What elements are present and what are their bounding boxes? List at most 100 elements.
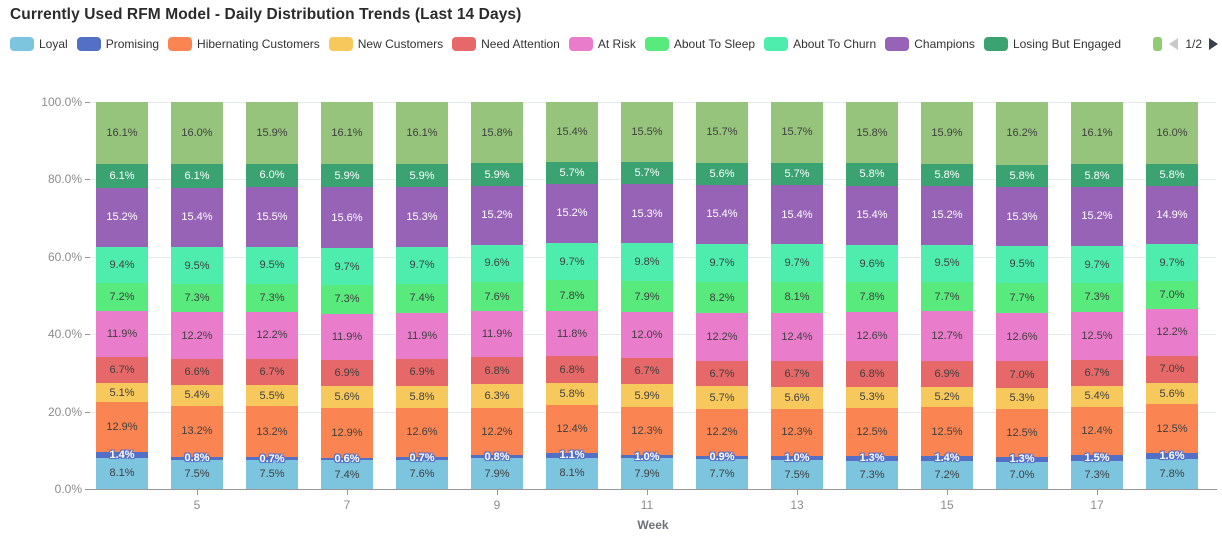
segment-losing-but-engaged[interactable]: 6.0%: [246, 163, 298, 187]
segment-promising[interactable]: 1.0%: [771, 452, 823, 464]
legend-item-loyal[interactable]: Loyal: [10, 37, 68, 51]
segment-hibernating-customers[interactable]: 12.5%: [1146, 404, 1198, 453]
segment-at-risk[interactable]: 12.2%: [1146, 308, 1198, 356]
segment-loyal[interactable]: 7.2%: [921, 461, 973, 489]
segment-loyal[interactable]: 7.5%: [171, 459, 223, 489]
segment-new-customers[interactable]: 5.8%: [546, 382, 598, 406]
legend-item-losing-but-engaged[interactable]: Losing But Engaged: [983, 37, 1121, 51]
segment-at-risk[interactable]: 12.2%: [246, 311, 298, 359]
segment-series-11[interactable]: 15.4%: [546, 102, 598, 162]
segment-new-customers[interactable]: 5.1%: [96, 382, 148, 403]
segment-champions[interactable]: 15.3%: [996, 187, 1048, 247]
segment-new-customers[interactable]: 5.6%: [771, 386, 823, 409]
segment-new-customers[interactable]: 5.5%: [246, 384, 298, 407]
segment-hibernating-customers[interactable]: 12.2%: [696, 408, 748, 456]
segment-losing-but-engaged[interactable]: 5.9%: [396, 164, 448, 188]
segment-series-11[interactable]: 15.8%: [471, 102, 523, 164]
segment-loyal[interactable]: 7.3%: [846, 460, 898, 489]
segment-at-risk[interactable]: 11.9%: [396, 312, 448, 359]
segment-need-attention[interactable]: 6.7%: [1071, 360, 1123, 386]
segment-losing-but-engaged[interactable]: 5.7%: [546, 161, 598, 184]
segment-new-customers[interactable]: 5.3%: [996, 388, 1048, 409]
segment-new-customers[interactable]: 5.2%: [921, 387, 973, 408]
segment-hibernating-customers[interactable]: 12.5%: [921, 407, 973, 456]
segment-hibernating-customers[interactable]: 12.3%: [621, 406, 673, 455]
segment-at-risk[interactable]: 11.9%: [471, 311, 523, 358]
segment-about-to-churn[interactable]: 9.6%: [471, 244, 523, 282]
legend-item-about-to-sleep[interactable]: About To Sleep: [644, 37, 755, 51]
segment-about-to-churn[interactable]: 9.7%: [696, 244, 748, 282]
segment-about-to-churn[interactable]: 9.5%: [171, 247, 223, 284]
segment-new-customers[interactable]: 5.3%: [846, 387, 898, 408]
legend-item-about-to-churn[interactable]: About To Churn: [764, 37, 876, 51]
legend-item-at-risk[interactable]: At Risk: [568, 37, 636, 51]
segment-champions[interactable]: 15.4%: [771, 184, 823, 245]
segment-need-attention[interactable]: 7.0%: [996, 361, 1048, 389]
segment-promising[interactable]: 1.4%: [96, 449, 148, 461]
segment-about-to-sleep[interactable]: 7.7%: [996, 282, 1048, 313]
segment-new-customers[interactable]: 5.7%: [696, 386, 748, 409]
segment-about-to-sleep[interactable]: 7.3%: [1071, 283, 1123, 312]
segment-losing-but-engaged[interactable]: 6.1%: [96, 164, 148, 188]
segment-need-attention[interactable]: 6.7%: [696, 360, 748, 387]
segment-loyal[interactable]: 8.1%: [96, 457, 148, 489]
segment-champions[interactable]: 15.4%: [846, 185, 898, 245]
segment-new-customers[interactable]: 5.4%: [171, 384, 223, 406]
segment-need-attention[interactable]: 6.7%: [771, 361, 823, 387]
legend-next-icon[interactable]: [1209, 38, 1218, 50]
segment-losing-but-engaged[interactable]: 5.8%: [1146, 163, 1198, 187]
segment-at-risk[interactable]: 11.9%: [96, 310, 148, 357]
segment-new-customers[interactable]: 5.8%: [396, 385, 448, 409]
segment-about-to-churn[interactable]: 9.8%: [621, 243, 673, 282]
legend-item-promising[interactable]: Promising: [76, 37, 159, 51]
segment-series-11[interactable]: 16.2%: [996, 102, 1048, 165]
segment-series-11[interactable]: 15.9%: [246, 102, 298, 164]
segment-losing-but-engaged[interactable]: 5.7%: [771, 162, 823, 185]
legend-prev-icon[interactable]: [1169, 38, 1179, 50]
segment-need-attention[interactable]: 7.0%: [1146, 355, 1198, 383]
segment-about-to-churn[interactable]: 9.7%: [396, 246, 448, 285]
segment-about-to-sleep[interactable]: 7.7%: [921, 281, 973, 312]
segment-about-to-sleep[interactable]: 7.0%: [1146, 281, 1198, 309]
segment-at-risk[interactable]: 11.8%: [546, 310, 598, 357]
segment-promising[interactable]: 0.9%: [696, 451, 748, 463]
segment-at-risk[interactable]: 11.9%: [321, 313, 373, 360]
segment-champions[interactable]: 15.6%: [321, 187, 373, 248]
segment-series-11[interactable]: 16.0%: [171, 102, 223, 164]
segment-hibernating-customers[interactable]: 12.9%: [96, 402, 148, 453]
segment-loyal[interactable]: 7.4%: [321, 460, 373, 489]
legend-item-new-customers[interactable]: New Customers: [328, 37, 443, 51]
segment-hibernating-customers[interactable]: 12.5%: [846, 407, 898, 456]
segment-about-to-sleep[interactable]: 7.8%: [546, 280, 598, 311]
segment-at-risk[interactable]: 12.0%: [621, 311, 673, 359]
segment-hibernating-customers[interactable]: 12.4%: [546, 405, 598, 454]
segment-loyal[interactable]: 7.9%: [471, 458, 523, 489]
segment-need-attention[interactable]: 6.9%: [921, 360, 973, 388]
segment-about-to-sleep[interactable]: 8.1%: [771, 281, 823, 314]
segment-about-to-sleep[interactable]: 7.8%: [846, 282, 898, 313]
segment-hibernating-customers[interactable]: 12.5%: [996, 408, 1048, 457]
legend-item-need-attention[interactable]: Need Attention: [452, 37, 560, 51]
segment-about-to-churn[interactable]: 9.7%: [1146, 243, 1198, 282]
segment-about-to-sleep[interactable]: 7.6%: [471, 282, 523, 312]
segment-about-to-sleep[interactable]: 8.2%: [696, 281, 748, 314]
segment-loyal[interactable]: 7.3%: [1071, 460, 1123, 489]
segment-champions[interactable]: 15.4%: [696, 184, 748, 245]
segment-losing-but-engaged[interactable]: 5.8%: [1071, 164, 1123, 187]
segment-hibernating-customers[interactable]: 13.2%: [246, 406, 298, 458]
segment-about-to-churn[interactable]: 9.7%: [771, 244, 823, 282]
segment-series-11[interactable]: 15.9%: [921, 102, 973, 164]
segment-at-risk[interactable]: 12.6%: [846, 312, 898, 361]
segment-about-to-sleep[interactable]: 7.3%: [321, 285, 373, 314]
segment-losing-but-engaged[interactable]: 5.9%: [471, 163, 523, 187]
segment-hibernating-customers[interactable]: 12.6%: [396, 408, 448, 457]
segment-about-to-churn[interactable]: 9.5%: [996, 246, 1048, 283]
segment-champions[interactable]: 15.2%: [921, 186, 973, 245]
legend-item-champions[interactable]: Champions: [885, 37, 975, 51]
segment-champions[interactable]: 15.3%: [396, 187, 448, 247]
segment-series-11[interactable]: 16.1%: [396, 102, 448, 165]
segment-at-risk[interactable]: 12.2%: [696, 313, 748, 361]
segment-need-attention[interactable]: 6.9%: [321, 359, 373, 387]
segment-new-customers[interactable]: 5.6%: [1146, 382, 1198, 405]
segment-promising[interactable]: 0.7%: [246, 453, 298, 465]
